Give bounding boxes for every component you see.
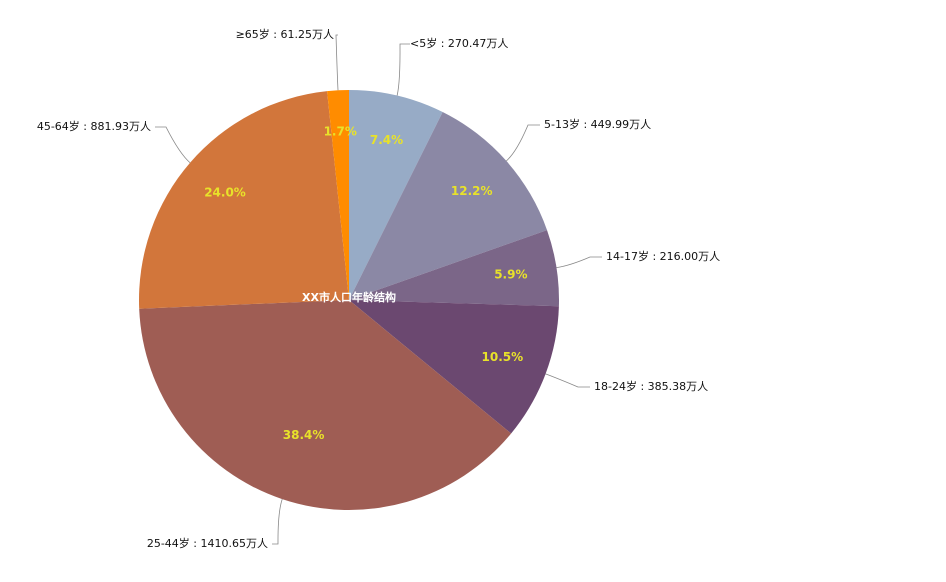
pie-slice [139, 300, 512, 510]
label-leader-line [506, 124, 540, 162]
slice-percent-label: 24.0% [204, 185, 246, 199]
label-leader-line [155, 126, 191, 164]
slice-percent-label: 7.4% [370, 133, 403, 147]
label-leader-line [556, 256, 602, 269]
percent-labels: 7.4% 12.2% 5.9% 10.5% 38.4% 24.0% 1.7% [204, 125, 527, 442]
pie-slice [349, 230, 559, 307]
slice-outer-label: 45-64岁 : 881.93万人 [37, 119, 151, 133]
label-lines [155, 34, 602, 545]
label-leader-line [396, 43, 410, 96]
outer-labels: <5岁 : 270.47万人 5-13岁 : 449.99万人 14-17岁 : 2… [37, 27, 720, 550]
slice-percent-label: 1.7% [324, 125, 357, 139]
label-leader-line [272, 498, 283, 545]
pie-slices [139, 90, 559, 510]
pie-slice [349, 90, 443, 300]
slice-outer-label: 18-24岁 : 385.38万人 [594, 379, 708, 393]
slice-outer-label: 5-13岁 : 449.99万人 [544, 117, 651, 131]
slice-outer-label: <5岁 : 270.47万人 [410, 36, 508, 50]
slice-percent-label: 38.4% [283, 428, 325, 442]
slice-percent-label: 10.5% [482, 350, 524, 364]
slice-percent-label: 12.2% [451, 184, 493, 198]
pie-slice [327, 90, 349, 300]
label-leader-line [545, 373, 590, 388]
chart-title: XX市人口年龄结构 [302, 290, 396, 304]
slice-outer-label: 14-17岁 : 216.00万人 [606, 249, 720, 263]
slice-outer-label: 25-44岁 : 1410.65万人 [147, 536, 268, 550]
pie-slice [349, 112, 548, 300]
label-leader-line [335, 34, 339, 91]
slice-percent-label: 5.9% [494, 267, 527, 281]
pie-slice [349, 300, 559, 434]
pie-slice [139, 91, 349, 309]
slice-outer-label: ≥65岁 : 61.25万人 [236, 27, 334, 41]
